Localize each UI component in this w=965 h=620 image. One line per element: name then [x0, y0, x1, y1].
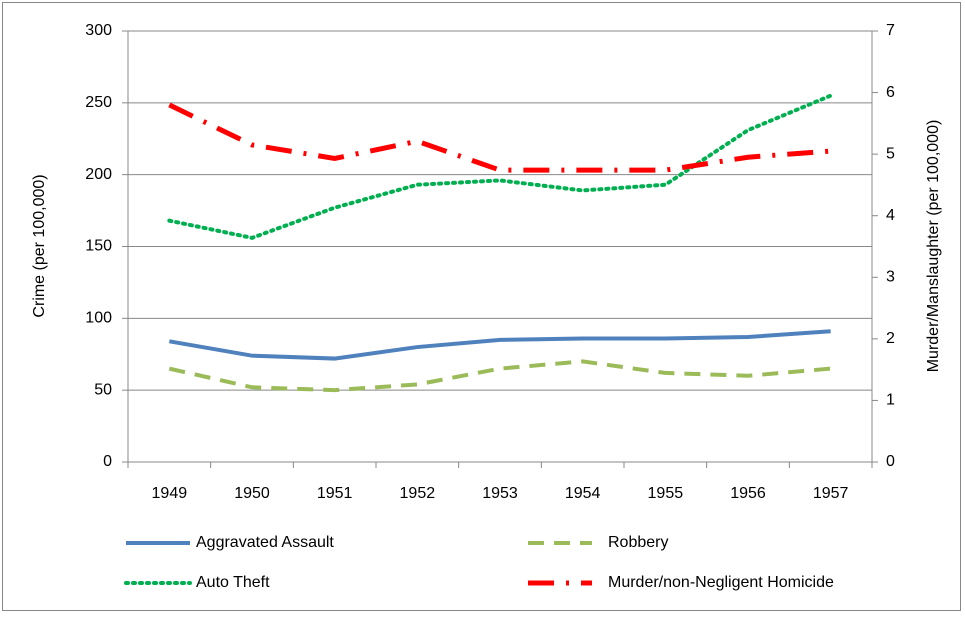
- x-tick-label: 1954: [565, 485, 601, 502]
- y2-tick-label: 0: [886, 453, 895, 470]
- chart-frame: [2, 2, 961, 611]
- y2-tick-label: 4: [886, 207, 895, 224]
- legend-label: Robbery: [608, 534, 668, 551]
- series-line: [168, 102, 831, 173]
- x-tick-label: 1957: [813, 485, 849, 502]
- series-line: [167, 93, 833, 240]
- y-axis-label: Crime (per 100,000): [31, 174, 48, 317]
- x-tick-label: 1956: [730, 485, 766, 502]
- y2-tick-label: 7: [886, 22, 895, 39]
- y-tick-label: 300: [85, 22, 112, 39]
- y2-axis-label: Murder/Manslaughter (per 100,000): [925, 120, 942, 373]
- y-tick-label: 0: [103, 453, 112, 470]
- y-tick-label: 50: [94, 381, 112, 398]
- legend-label: Aggravated Assault: [196, 534, 334, 551]
- legend-label: Auto Theft: [196, 574, 270, 591]
- x-tick-label: 1952: [400, 485, 436, 502]
- y2-tick-label: 1: [886, 392, 895, 409]
- legend-label: Murder/non-Negligent Homicide: [608, 574, 834, 591]
- series-line: [168, 329, 831, 361]
- y-tick-label: 200: [85, 166, 112, 183]
- y2-tick-label: 6: [886, 84, 895, 101]
- y-tick-label: 100: [85, 310, 112, 327]
- y2-tick-label: 2: [886, 330, 895, 347]
- y-tick-label: 150: [85, 238, 112, 255]
- x-tick-label: 1949: [152, 485, 188, 502]
- y2-tick-label: 3: [886, 269, 895, 286]
- y2-tick-label: 5: [886, 145, 895, 162]
- x-tick-label: 1951: [317, 485, 353, 502]
- series-line: [168, 359, 831, 393]
- x-tick-label: 1955: [648, 485, 684, 502]
- y-tick-label: 250: [85, 94, 112, 111]
- x-tick-label: 1950: [234, 485, 270, 502]
- x-tick-label: 1953: [482, 485, 518, 502]
